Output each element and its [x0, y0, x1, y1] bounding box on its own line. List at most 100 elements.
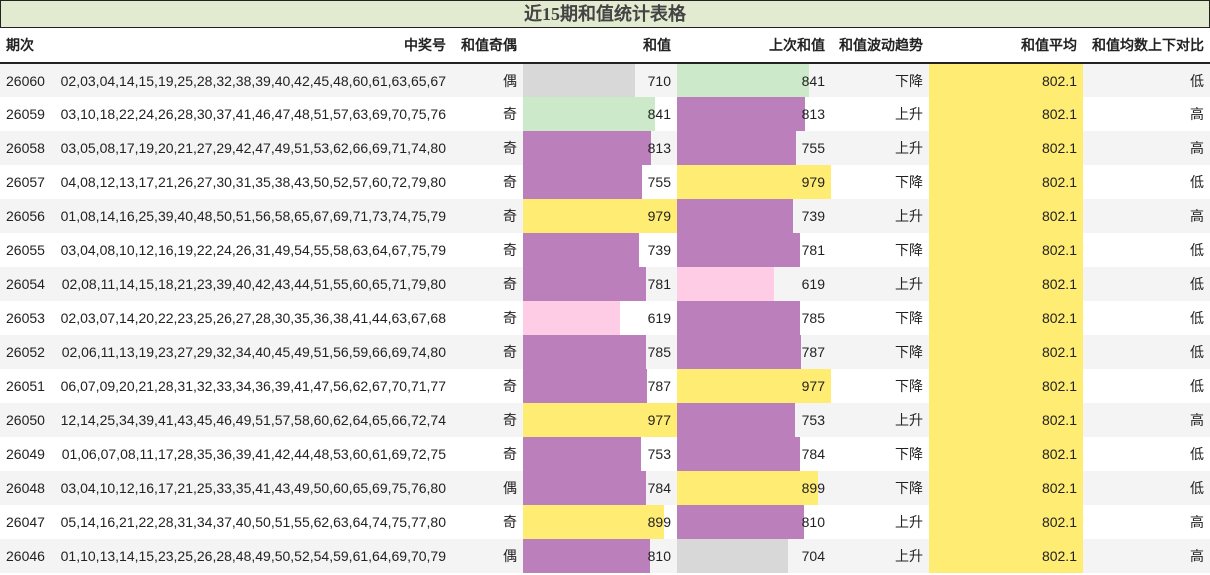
prev-sum-value: 784 [801, 446, 825, 462]
header-numbers[interactable]: 中奖号 [54, 28, 452, 64]
cell-numbers: 02,08,11,14,15,18,21,23,39,40,42,43,44,5… [54, 267, 452, 301]
cell-prev-sum: 704 [677, 539, 831, 573]
cell-compare: 低 [1083, 437, 1210, 471]
prev-sum-value: 810 [801, 514, 825, 530]
cell-avg: 802.1 [929, 97, 1083, 131]
cell-trend: 上升 [831, 199, 929, 233]
cell-odd-even: 奇 [452, 131, 523, 165]
prev-sum-value: 785 [801, 310, 825, 326]
cell-issue: 26059 [0, 97, 54, 131]
cell-sum: 785 [523, 335, 677, 369]
cell-trend: 上升 [831, 267, 929, 301]
cell-sum: 841 [523, 97, 677, 131]
prev-sum-databar [677, 165, 831, 199]
table-row: 26060 02,03,04,14,15,19,25,28,32,38,39,4… [0, 63, 1210, 97]
table-row: 26047 05,14,16,21,22,28,31,34,37,40,50,5… [0, 505, 1210, 539]
cell-numbers: 02,03,04,14,15,19,25,28,32,38,39,40,42,4… [54, 63, 452, 97]
sum-value: 781 [647, 276, 671, 292]
table-row: 26055 03,04,08,10,12,16,19,22,24,26,31,4… [0, 233, 1210, 267]
cell-compare: 高 [1083, 539, 1210, 573]
table-row: 26056 01,08,14,16,25,39,40,48,50,51,56,5… [0, 199, 1210, 233]
cell-compare: 高 [1083, 199, 1210, 233]
cell-avg: 802.1 [929, 437, 1083, 471]
sum-databar [523, 539, 651, 573]
sum-value: 710 [647, 72, 671, 89]
cell-prev-sum: 841 [677, 63, 831, 97]
prev-sum-databar [677, 267, 775, 301]
header-trend[interactable]: 和值波动趋势 [831, 28, 929, 64]
cell-numbers: 12,14,25,34,39,41,43,45,46,49,51,57,58,6… [54, 403, 452, 437]
cell-trend: 下降 [831, 369, 929, 403]
header-prev-sum[interactable]: 上次和值 [677, 28, 831, 64]
header-row: 期次 中奖号 和值奇偶 和值 上次和值 和值波动趋势 和值平均 和值均数上下对比 [0, 28, 1210, 64]
cell-trend: 上升 [831, 505, 929, 539]
cell-sum: 781 [523, 267, 677, 301]
sum-value: 787 [647, 378, 671, 394]
header-odd-even[interactable]: 和值奇偶 [452, 28, 523, 64]
sum-value: 899 [647, 514, 671, 530]
cell-trend: 下降 [831, 335, 929, 369]
header-issue[interactable]: 期次 [0, 28, 54, 64]
cell-issue: 26052 [0, 335, 54, 369]
cell-numbers: 03,10,18,22,24,26,28,30,37,41,46,47,48,5… [54, 97, 452, 131]
prev-sum-value: 787 [801, 344, 825, 360]
table-row: 26059 03,10,18,22,24,26,28,30,37,41,46,4… [0, 97, 1210, 131]
table-title: 近15期和值统计表格 [0, 0, 1210, 28]
cell-compare: 高 [1083, 97, 1210, 131]
cell-avg: 802.1 [929, 267, 1083, 301]
cell-odd-even: 奇 [452, 165, 523, 199]
prev-sum-databar [677, 64, 810, 97]
cell-issue: 26055 [0, 233, 54, 267]
cell-sum: 619 [523, 301, 677, 335]
cell-numbers: 01,10,13,14,15,23,25,26,28,48,49,50,52,5… [54, 539, 452, 573]
prev-sum-databar [677, 301, 801, 335]
cell-sum: 810 [523, 539, 677, 573]
cell-numbers: 03,04,10,12,16,17,21,25,33,35,41,43,49,5… [54, 471, 452, 505]
cell-trend: 上升 [831, 539, 929, 573]
table-row: 26051 06,07,09,20,21,28,31,32,33,34,36,3… [0, 369, 1210, 403]
cell-compare: 低 [1083, 165, 1210, 199]
prev-sum-databar [677, 233, 800, 267]
sum-databar [523, 64, 635, 97]
prev-sum-databar [677, 97, 805, 131]
cell-compare: 低 [1083, 267, 1210, 301]
cell-issue: 26049 [0, 437, 54, 471]
cell-sum: 753 [523, 437, 677, 471]
cell-trend: 下降 [831, 301, 929, 335]
cell-avg: 802.1 [929, 199, 1083, 233]
cell-numbers: 01,06,07,08,11,17,28,35,36,39,41,42,44,4… [54, 437, 452, 471]
cell-prev-sum: 899 [677, 471, 831, 505]
sum-value: 813 [647, 140, 671, 156]
cell-compare: 低 [1083, 63, 1210, 97]
sum-databar [523, 505, 665, 539]
cell-prev-sum: 781 [677, 233, 831, 267]
header-avg[interactable]: 和值平均 [929, 28, 1083, 64]
cell-compare: 低 [1083, 369, 1210, 403]
prev-sum-databar [677, 369, 831, 403]
cell-sum: 979 [523, 199, 677, 233]
prev-sum-value: 619 [801, 276, 825, 292]
cell-issue: 26060 [0, 63, 54, 97]
header-compare[interactable]: 和值均数上下对比 [1083, 28, 1210, 64]
table-row: 26057 04,08,12,13,17,21,26,27,30,31,35,3… [0, 165, 1210, 199]
sum-value: 739 [647, 242, 671, 258]
cell-odd-even: 奇 [452, 233, 523, 267]
cell-odd-even: 奇 [452, 437, 523, 471]
table-row: 26050 12,14,25,34,39,41,43,45,46,49,51,5… [0, 403, 1210, 437]
cell-numbers: 06,07,09,20,21,28,31,32,33,34,36,39,41,4… [54, 369, 452, 403]
sum-value: 810 [647, 548, 671, 564]
cell-compare: 低 [1083, 301, 1210, 335]
cell-prev-sum: 753 [677, 403, 831, 437]
cell-sum: 710 [523, 63, 677, 97]
cell-avg: 802.1 [929, 233, 1083, 267]
cell-numbers: 03,05,08,17,19,20,21,27,29,42,47,49,51,5… [54, 131, 452, 165]
cell-issue: 26058 [0, 131, 54, 165]
cell-odd-even: 偶 [452, 63, 523, 97]
sum-value: 753 [647, 446, 671, 462]
cell-prev-sum: 784 [677, 437, 831, 471]
prev-sum-value: 899 [801, 480, 825, 496]
cell-issue: 26051 [0, 369, 54, 403]
cell-odd-even: 奇 [452, 505, 523, 539]
cell-compare: 低 [1083, 335, 1210, 369]
header-sum[interactable]: 和值 [523, 28, 677, 64]
